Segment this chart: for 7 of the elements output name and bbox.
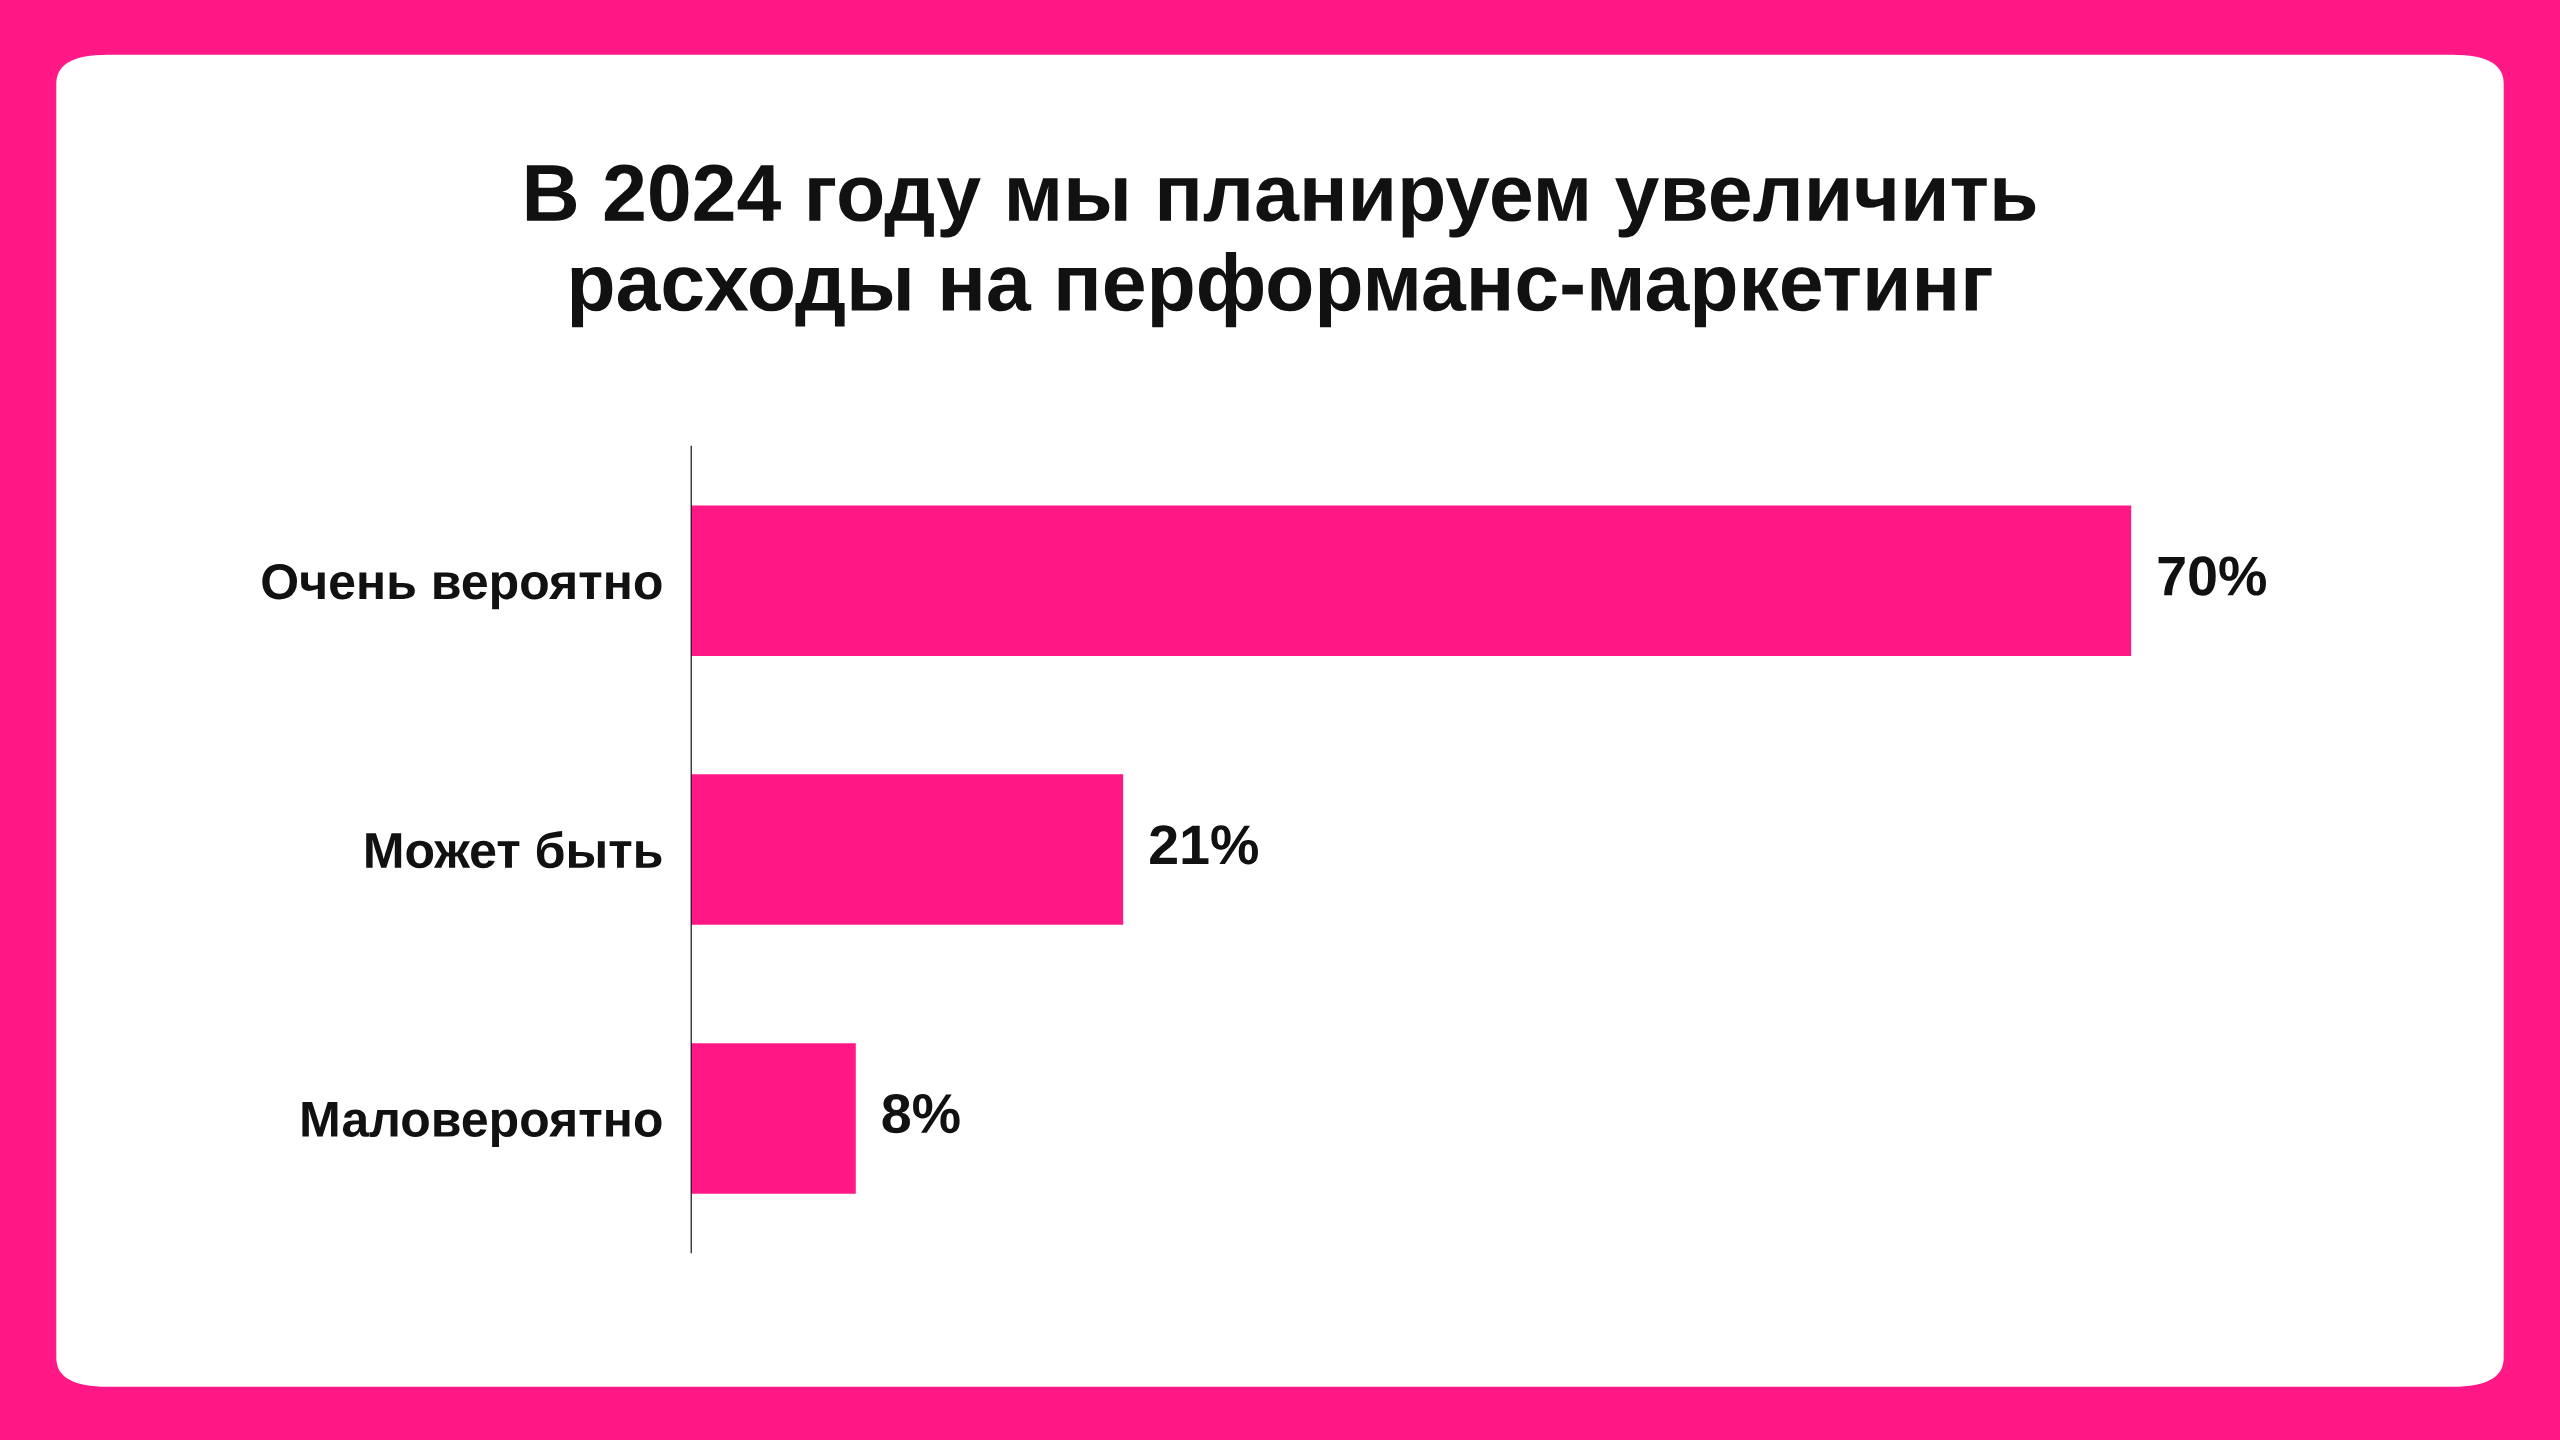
- y-tick-label: Может быть: [366, 831, 662, 869]
- chart-title: В 2024 году мы планируем увеличить расходы на перформанс-маркетинг: [526, 164, 2036, 328]
- y-tick-label: Маловероятно: [302, 1102, 662, 1147]
- data-label: 21%: [1150, 825, 1258, 865]
- data-label: 8%: [882, 1093, 960, 1134]
- y-tick-label: Очень вероятно: [262, 564, 662, 610]
- data-label: 70%: [2158, 556, 2266, 596]
